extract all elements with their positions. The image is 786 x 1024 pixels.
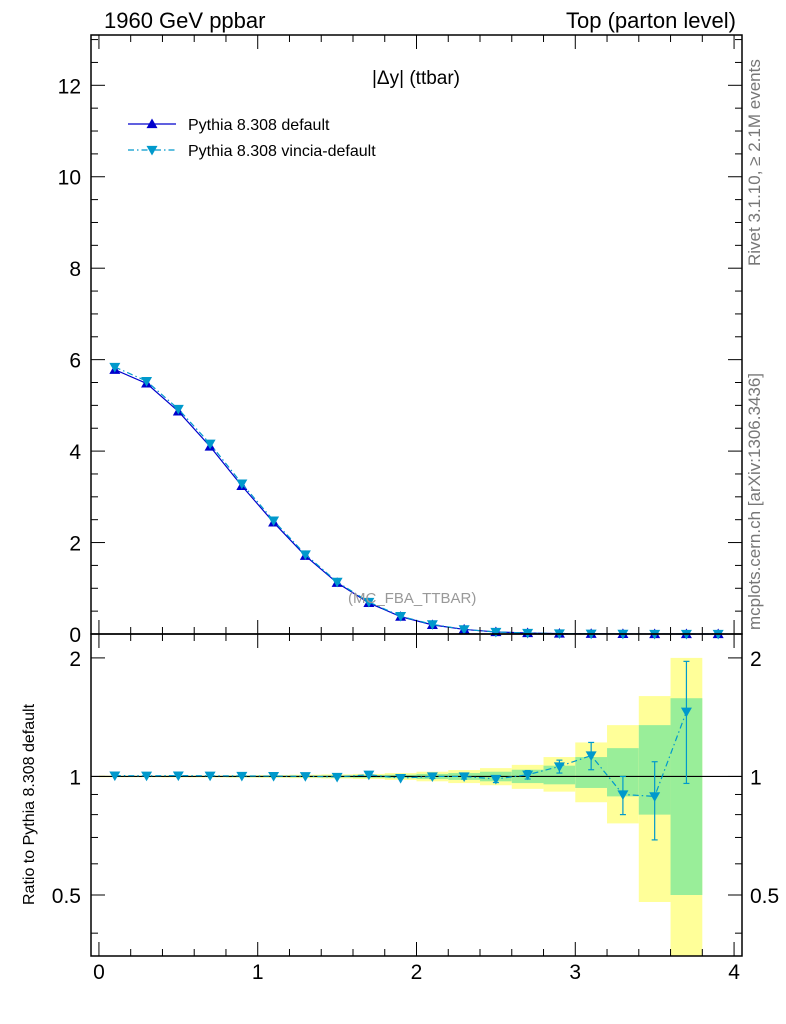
- ratio-y-tick-label-left: 2: [69, 648, 81, 671]
- ratio-data-point: [363, 770, 375, 781]
- header-right: Top (parton level): [566, 8, 736, 33]
- ratio-data-point: [458, 772, 470, 782]
- data-point: [331, 577, 343, 588]
- ratio-band-green: [543, 765, 576, 785]
- data-point: [172, 404, 184, 415]
- x-tick-label: 1: [252, 961, 264, 984]
- x-tick-label: 3: [569, 961, 581, 984]
- ratio-data-point: [172, 771, 184, 782]
- legend-label: Pythia 8.308 vincia-default: [188, 143, 376, 160]
- analysis-tag: (MC_FBA_TTBAR): [348, 590, 477, 607]
- ratio-data-point: [236, 771, 248, 782]
- ratio-data-point: [553, 762, 565, 772]
- ratio-data-point: [395, 774, 407, 784]
- ratio-data-point: [680, 707, 692, 718]
- ratio-data-point: [522, 770, 534, 781]
- ratio-data-point: [331, 772, 343, 783]
- source-label: mcplots.cern.ch [arXiv:1306.3436]: [745, 372, 764, 630]
- ratio-y-tick-label-right: 0.5: [750, 885, 779, 908]
- y-tick-label: 10: [58, 167, 81, 190]
- rivet-label: Rivet 3.1.10, ≥ 2.1M events: [745, 59, 764, 266]
- data-point: [204, 439, 216, 450]
- ratio-data-point: [141, 771, 153, 782]
- data-point: [109, 362, 121, 373]
- data-point: [363, 597, 375, 608]
- ratio-data-point: [109, 771, 121, 782]
- ratio-y-axis-label: Ratio to Pythia 8.308 default: [21, 703, 38, 905]
- ratio-y-tick-label-right: 2: [750, 648, 762, 671]
- data-point: [395, 612, 407, 622]
- ratio-data-point: [649, 792, 661, 802]
- legend-label: Pythia 8.308 default: [188, 117, 330, 134]
- ratio-data-point: [204, 771, 216, 782]
- y-tick-label: 8: [69, 258, 81, 281]
- ratio-data-point: [426, 772, 438, 782]
- ratio-data-point: [585, 751, 597, 762]
- x-tick-label: 4: [728, 961, 740, 984]
- legend: Pythia 8.308 default Pythia 8.308 vincia-…: [128, 117, 376, 160]
- ratio-data-point: [268, 771, 280, 782]
- data-point: [268, 516, 280, 527]
- data-point: [490, 627, 502, 638]
- header-left: 1960 GeV ppbar: [104, 8, 266, 33]
- y-tick-label: 12: [58, 75, 81, 98]
- ratio-y-tick-label-left: 1: [69, 766, 81, 789]
- ratio-data-point: [490, 774, 502, 785]
- ratio-data-point: [299, 772, 311, 782]
- ratio-y-tick-label-right: 1: [750, 766, 762, 789]
- data-point: [299, 550, 311, 560]
- x-tick-label: 2: [411, 961, 423, 984]
- y-tick-label: 4: [69, 441, 81, 464]
- ratio-y-tick-label-left: 0.5: [52, 885, 81, 908]
- x-tick-label: 0: [93, 961, 105, 984]
- legend-marker: [146, 118, 158, 129]
- data-point: [141, 377, 153, 387]
- ratio-panel-bands: [91, 657, 742, 956]
- data-point: [236, 479, 248, 490]
- y-tick-label: 6: [69, 350, 81, 373]
- ratio-panel-series: [109, 660, 692, 841]
- y-tick-label: 2: [69, 533, 81, 556]
- ratio-data-point: [617, 790, 629, 800]
- y-tick-label: 0: [69, 624, 81, 647]
- panel-title: |Δy| (ttbar): [372, 68, 461, 89]
- data-point: [426, 620, 438, 630]
- data-point: [458, 625, 470, 635]
- legend-marker: [146, 145, 158, 156]
